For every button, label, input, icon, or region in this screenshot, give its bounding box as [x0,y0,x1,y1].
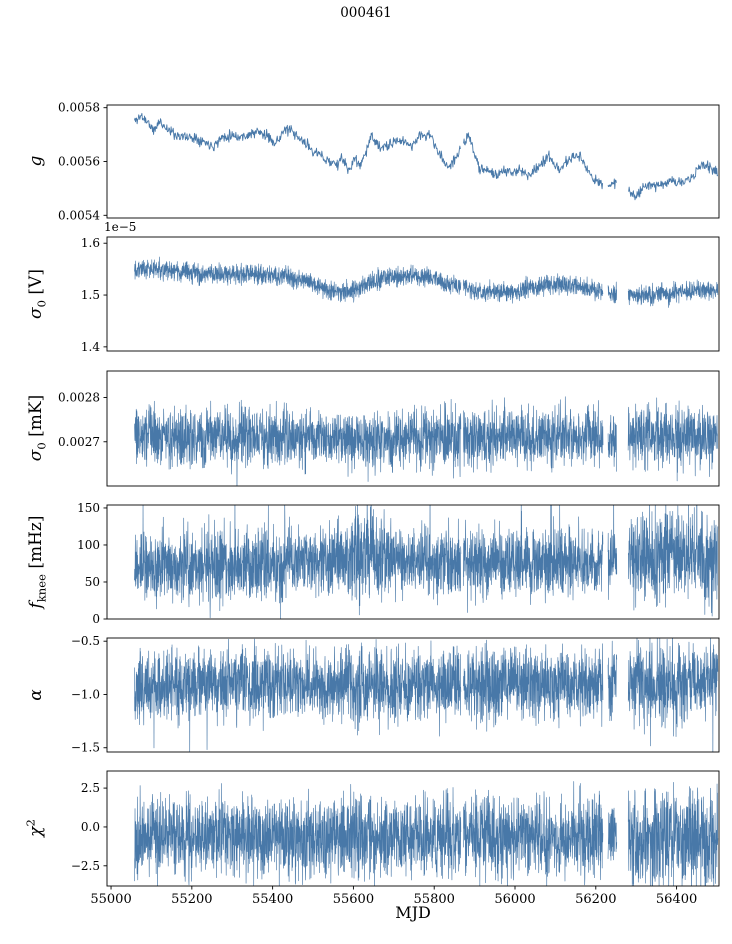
ylabel-unit: [V] [26,269,47,300]
x-axis-label: MJD [395,903,431,922]
y-axis-label-fknee: fknee [mHz] [23,516,48,609]
ylabel-main: σ [26,449,47,462]
y-axis-offset-text: 1e−5 [104,220,137,234]
y-axis-label-chi2: χ2 [23,819,48,837]
y-axis-label-sigma0-V: σ0 [V] [23,269,48,319]
ylabel-sub: knee [34,574,49,603]
ylabel-sub: 0 [34,442,49,450]
ylabel-unit: [mK] [26,394,47,443]
ylabel-main: χ [26,826,47,837]
y-axis-label-sigma0-mK: σ0 [mK] [23,395,48,461]
ylabel-sup: 2 [23,819,38,827]
ylabel-unit: [mHz] [26,515,47,575]
ylabel-main: σ [26,307,47,319]
ylabel-main: f [26,602,47,609]
y-axis-label-alpha: α [23,689,48,700]
y-axis-label-g: g [23,156,48,167]
ylabel-sub: 0 [34,299,49,308]
ylabel-main: g [26,155,47,167]
ylabel-main: α [26,689,47,701]
